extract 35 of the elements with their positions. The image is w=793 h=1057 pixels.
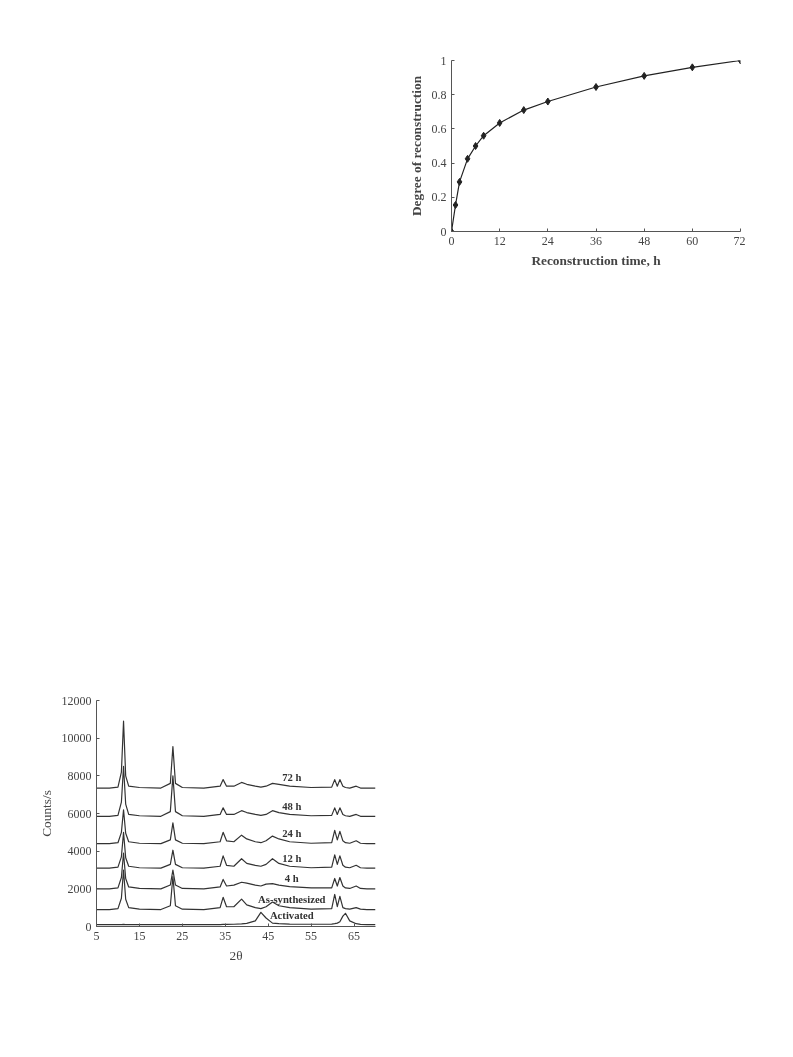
y-tick-label: 0.6 — [431, 121, 447, 136]
x-tick-label: 15 — [133, 928, 146, 943]
series-label: 4 h — [284, 872, 299, 884]
series-label: Activated — [269, 910, 314, 922]
y-tick-label: 0.4 — [431, 156, 447, 171]
x-axis-title: Reconstruction time, h — [531, 252, 662, 268]
x-tick-label: 55 — [305, 928, 318, 943]
y-tick-label: 1 — [440, 53, 447, 68]
series-label: 48 h — [282, 800, 302, 812]
y-tick-label: 0.8 — [431, 87, 447, 102]
y-tick-label: 12000 — [61, 693, 92, 708]
x-tick-label: 5 — [93, 928, 100, 943]
y-axis-title: Degree of reconstruction — [408, 75, 424, 217]
x-tick-label: 65 — [348, 928, 361, 943]
x-tick-label: 35 — [219, 928, 232, 943]
y-tick-label: 10000 — [61, 731, 92, 746]
series-label: 72 h — [282, 772, 302, 784]
y-tick-label: 2000 — [67, 881, 92, 896]
x-tick-label: 12 — [493, 233, 506, 248]
x-tick-label: 24 — [541, 233, 554, 248]
series-label: 24 h — [282, 828, 302, 840]
series-label: 12 h — [282, 852, 302, 864]
x-tick-label: 60 — [686, 233, 699, 248]
x-tick-label: 48 — [638, 233, 651, 248]
x-tick-label: 36 — [590, 233, 602, 248]
x-tick-label: 72 — [733, 233, 746, 248]
y-axis-title: Counts/s — [38, 790, 54, 837]
y-tick-label: 0.2 — [431, 190, 447, 205]
y-tick-label: 8000 — [67, 768, 92, 783]
y-tick-label: 4000 — [67, 844, 92, 859]
y-tick-label: 6000 — [67, 806, 92, 821]
x-axis-title: 2θ — [229, 947, 243, 963]
x-tick-label: 45 — [262, 928, 275, 943]
series-label: As-synthesized — [258, 893, 326, 905]
x-tick-label: 25 — [176, 928, 189, 943]
